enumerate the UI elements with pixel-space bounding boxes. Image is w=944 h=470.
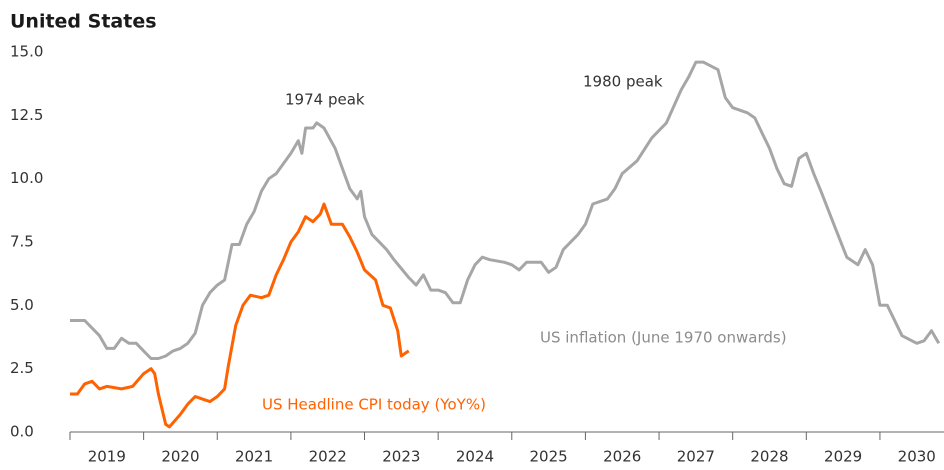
y-tick-label: 0.0 — [10, 423, 34, 441]
y-tick-label: 10.0 — [10, 169, 43, 187]
x-tick-label: 2024 — [456, 448, 494, 466]
x-tick-label: 2022 — [309, 448, 347, 466]
annotation: 1974 peak — [285, 91, 365, 109]
y-tick-label: 12.5 — [10, 106, 43, 124]
annotation: 1980 peak — [583, 73, 663, 91]
annotation: US Headline CPI today (YoY%) — [262, 396, 486, 414]
y-tick-label: 7.5 — [10, 233, 34, 251]
x-tick-label: 2029 — [824, 448, 862, 466]
x-tick-label: 2027 — [677, 448, 715, 466]
x-tick-label: 2020 — [161, 448, 199, 466]
y-tick-label: 5.0 — [10, 296, 34, 314]
x-tick-label: 2028 — [750, 448, 788, 466]
x-tick-label: 2023 — [382, 448, 420, 466]
chart-title: United States — [10, 11, 157, 33]
x-tick-label: 2019 — [88, 448, 126, 466]
x-tick-label: 2021 — [235, 448, 273, 466]
series-line — [70, 202, 410, 429]
x-tick-label: 2026 — [603, 448, 641, 466]
y-tick-label: 2.5 — [10, 359, 34, 377]
series-line — [70, 60, 941, 360]
y-tick-label: 15.0 — [10, 43, 43, 61]
x-tick-label: 2025 — [530, 448, 568, 466]
x-tick-label: 2030 — [898, 448, 936, 466]
annotation: US inflation (June 1970 onwards) — [540, 329, 787, 347]
